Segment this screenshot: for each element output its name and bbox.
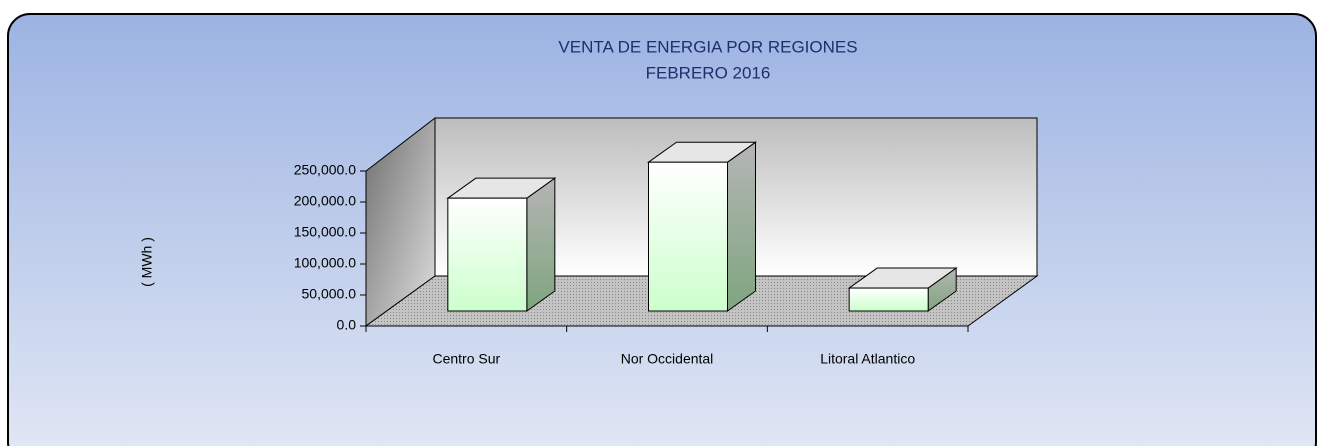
bar [847, 267, 958, 312]
bar-front [648, 161, 728, 312]
x-tick-label: Nor Occidental [621, 351, 714, 367]
bar [446, 177, 557, 312]
y-axis-label: ( MWh ) [139, 237, 155, 287]
bar [646, 141, 758, 312]
bar-front [447, 197, 528, 312]
x-tick-label: Centro Sur [432, 351, 500, 367]
y-tick-label: 150,000.0 [294, 224, 356, 240]
y-tick-label: 200,000.0 [294, 193, 356, 209]
y-tick-label: 250,000.0 [294, 162, 356, 178]
bar-front [848, 287, 929, 312]
y-tick-label: 100,000.0 [294, 255, 356, 271]
x-tick-label: Litoral Atlantico [820, 351, 915, 367]
y-tick-label: 50,000.0 [302, 286, 357, 302]
chart-subtitle: FEBRERO 2016 [646, 63, 771, 82]
bar-side [526, 177, 556, 312]
y-tick-label: 0.0 [337, 317, 357, 333]
chart-title: VENTA DE ENERGIA POR REGIONES [558, 37, 857, 56]
bar-side [727, 141, 756, 312]
